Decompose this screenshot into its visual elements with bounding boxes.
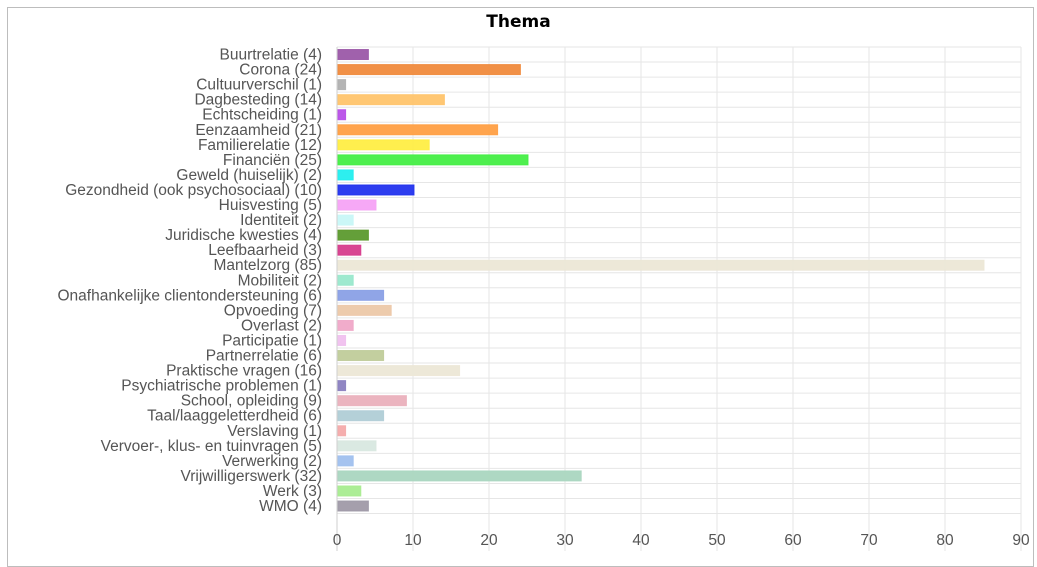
bar[interactable] <box>337 229 369 241</box>
bar[interactable] <box>337 274 354 286</box>
gridlines <box>336 46 1022 551</box>
category-label: Werk (3) <box>263 483 322 500</box>
bar[interactable] <box>337 49 369 61</box>
bar[interactable] <box>337 64 521 76</box>
category-label: Financiën (25) <box>223 152 322 169</box>
bar[interactable] <box>337 500 369 512</box>
bar[interactable] <box>337 395 407 407</box>
category-label: Geweld (huiselijk) (2) <box>176 167 322 184</box>
category-label: Cultuurverschil (1) <box>196 77 322 94</box>
bar[interactable] <box>337 455 354 467</box>
bar[interactable] <box>337 244 362 256</box>
category-label: Corona (24) <box>239 62 322 79</box>
category-label: Onafhankelijke clientondersteuning (6) <box>57 287 322 304</box>
category-label: Praktische vragen (16) <box>166 363 322 380</box>
category-label: Vrijwilligerswerk (32) <box>180 468 322 485</box>
category-label: Dagbesteding (14) <box>194 92 322 109</box>
category-label: Familierelatie (12) <box>198 137 322 154</box>
bar[interactable] <box>337 319 354 331</box>
bar[interactable] <box>337 304 392 316</box>
x-tick-label: 30 <box>556 532 574 549</box>
category-label: Mantelzorg (85) <box>213 257 322 274</box>
bar[interactable] <box>337 425 347 437</box>
category-label: Gezondheid (ook psychosociaal) (10) <box>65 182 322 199</box>
bar[interactable] <box>337 470 582 482</box>
category-label: Participatie (1) <box>222 332 322 349</box>
bar[interactable] <box>337 139 430 151</box>
category-labels: Buurtrelatie (4)Corona (24)Cultuurversch… <box>57 47 322 516</box>
category-label: Verwerking (2) <box>222 453 322 470</box>
x-tick-label: 0 <box>333 532 342 549</box>
bar[interactable] <box>337 365 461 377</box>
category-label: Echtscheiding (1) <box>202 107 322 124</box>
category-label: School, opleiding (9) <box>181 393 322 410</box>
bar[interactable] <box>337 109 347 121</box>
bar[interactable] <box>337 124 499 136</box>
bar[interactable] <box>337 350 385 362</box>
x-tick-label: 40 <box>632 532 650 549</box>
bar[interactable] <box>337 485 362 497</box>
category-label: Taal/laaggeletterdheid (6) <box>147 408 322 425</box>
bar[interactable] <box>337 259 985 271</box>
category-label: Mobiliteit (2) <box>238 272 322 289</box>
category-label: Vervoer-, klus- en tuinvragen (5) <box>101 438 322 455</box>
category-label: Verslaving (1) <box>227 423 322 440</box>
x-tick-label: 10 <box>404 532 422 549</box>
category-label: Eenzaamheid (21) <box>195 122 322 139</box>
x-tick-label: 50 <box>708 532 726 549</box>
bar[interactable] <box>337 214 354 226</box>
bar[interactable] <box>337 289 385 301</box>
bar[interactable] <box>337 440 377 452</box>
chart-title: Thema <box>486 12 551 32</box>
bar[interactable] <box>337 380 347 392</box>
bar[interactable] <box>337 410 385 422</box>
category-label: Buurtrelatie (4) <box>219 47 322 64</box>
bar[interactable] <box>337 184 415 196</box>
category-label: Partnerrelatie (6) <box>206 348 322 365</box>
x-tick-label: 90 <box>1012 532 1030 549</box>
x-tick-label: 60 <box>784 532 802 549</box>
category-label: Juridische kwesties (4) <box>165 227 322 244</box>
bar[interactable] <box>337 199 377 211</box>
category-label: Huisvesting (5) <box>219 197 322 214</box>
category-label: Opvoeding (7) <box>224 302 322 319</box>
category-label: Leefbaarheid (3) <box>208 242 322 259</box>
x-tick-label: 80 <box>936 532 954 549</box>
bar[interactable] <box>337 169 354 181</box>
x-tick-label: 20 <box>480 532 498 549</box>
category-label: Psychiatrische problemen (1) <box>121 378 322 395</box>
bar[interactable] <box>337 94 445 106</box>
category-label: Overlast (2) <box>241 317 322 334</box>
bar[interactable] <box>337 334 347 346</box>
category-label: Identiteit (2) <box>240 212 322 229</box>
bar-chart: Buurtrelatie (4)Corona (24)Cultuurversch… <box>57 46 1030 551</box>
bar[interactable] <box>337 154 529 166</box>
category-label: WMO (4) <box>259 498 322 515</box>
x-tick-labels: 0 10 20 30 40 50 60 70 80 90 <box>333 532 1030 549</box>
bars <box>337 49 985 512</box>
bar[interactable] <box>337 79 347 91</box>
x-tick-label: 70 <box>860 532 878 549</box>
